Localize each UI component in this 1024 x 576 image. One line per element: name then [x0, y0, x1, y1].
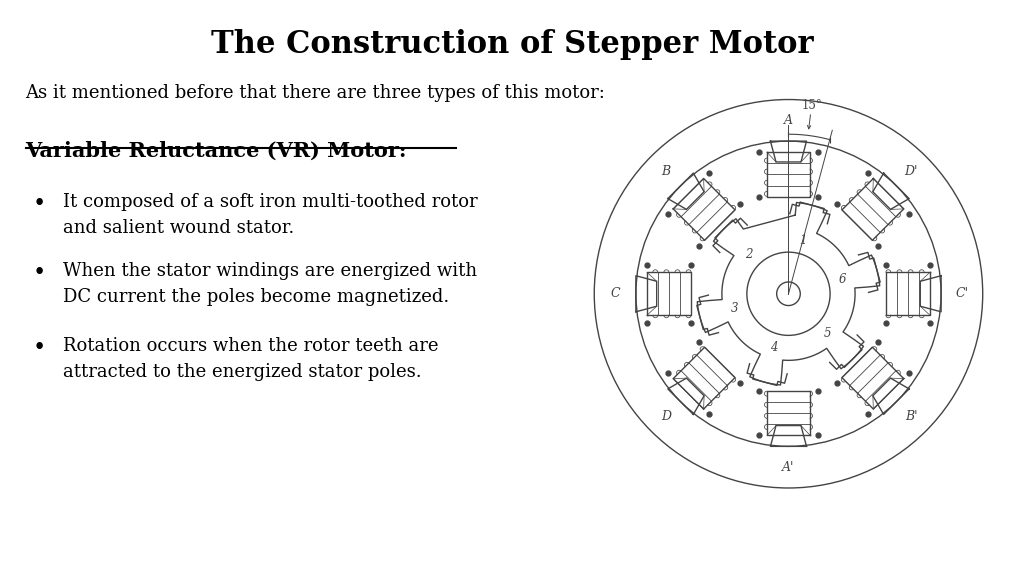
Text: •: •: [33, 337, 46, 359]
Text: 3: 3: [731, 302, 738, 314]
Text: As it mentioned before that there are three types of this motor:: As it mentioned before that there are th…: [26, 84, 605, 101]
Text: It composed of a soft iron multi-toothed rotor
and salient wound stator.: It composed of a soft iron multi-toothed…: [63, 193, 478, 237]
Text: A': A': [782, 461, 795, 473]
Text: When the stator windings are energized with
DC current the poles become magnetiz: When the stator windings are energized w…: [63, 262, 477, 306]
Text: D: D: [660, 410, 671, 423]
Text: B: B: [662, 165, 671, 177]
Text: C: C: [610, 287, 620, 300]
Text: •: •: [33, 193, 46, 215]
Text: B': B': [905, 410, 918, 423]
Text: 15°: 15°: [802, 99, 822, 112]
Text: 4: 4: [770, 341, 778, 354]
Text: A: A: [784, 114, 793, 127]
Text: 1: 1: [799, 234, 807, 247]
Text: •: •: [33, 262, 46, 284]
Text: 6: 6: [839, 273, 846, 286]
Text: 2: 2: [745, 248, 753, 261]
Text: C': C': [955, 287, 969, 300]
Text: D': D': [904, 165, 918, 177]
Text: The Construction of Stepper Motor: The Construction of Stepper Motor: [211, 29, 813, 60]
Text: Variable Reluctance (VR) Motor:: Variable Reluctance (VR) Motor:: [26, 141, 408, 161]
Text: Rotation occurs when the rotor teeth are
attracted to the energized stator poles: Rotation occurs when the rotor teeth are…: [63, 337, 439, 381]
Text: 5: 5: [824, 327, 831, 339]
